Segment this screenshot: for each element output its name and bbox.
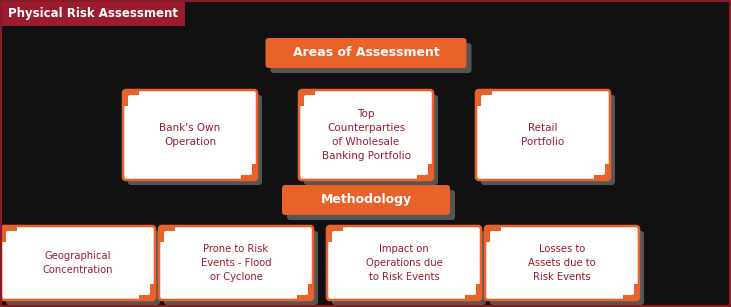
FancyBboxPatch shape xyxy=(490,231,644,305)
FancyBboxPatch shape xyxy=(299,90,315,106)
Text: Top
Counterparties
of Wholesale
Banking Portfolio: Top Counterparties of Wholesale Banking … xyxy=(322,109,411,161)
Text: Bank's Own
Operation: Bank's Own Operation xyxy=(159,123,221,147)
FancyBboxPatch shape xyxy=(332,231,486,305)
FancyBboxPatch shape xyxy=(241,164,257,180)
FancyBboxPatch shape xyxy=(164,231,318,305)
FancyBboxPatch shape xyxy=(1,226,17,242)
FancyBboxPatch shape xyxy=(304,95,438,185)
FancyBboxPatch shape xyxy=(485,226,639,300)
Text: Areas of Assessment: Areas of Assessment xyxy=(292,46,439,60)
FancyBboxPatch shape xyxy=(123,90,139,106)
FancyBboxPatch shape xyxy=(164,231,308,295)
FancyBboxPatch shape xyxy=(481,95,615,185)
FancyBboxPatch shape xyxy=(332,231,476,295)
Bar xyxy=(0,0,185,26)
FancyBboxPatch shape xyxy=(594,164,610,180)
FancyBboxPatch shape xyxy=(6,231,160,305)
FancyBboxPatch shape xyxy=(270,43,471,73)
FancyBboxPatch shape xyxy=(623,284,639,300)
FancyBboxPatch shape xyxy=(476,90,610,180)
Text: Geographical
Concentration: Geographical Concentration xyxy=(42,251,113,275)
Text: Methodology: Methodology xyxy=(320,193,412,207)
Text: Physical Risk Assessment: Physical Risk Assessment xyxy=(8,6,178,20)
FancyBboxPatch shape xyxy=(327,226,343,242)
Text: Losses to
Assets due to
Risk Events: Losses to Assets due to Risk Events xyxy=(529,244,596,282)
FancyBboxPatch shape xyxy=(282,185,450,215)
FancyBboxPatch shape xyxy=(287,190,455,220)
FancyBboxPatch shape xyxy=(1,226,155,300)
FancyBboxPatch shape xyxy=(476,90,492,106)
FancyBboxPatch shape xyxy=(465,284,481,300)
FancyBboxPatch shape xyxy=(128,95,252,175)
FancyBboxPatch shape xyxy=(139,284,155,300)
Text: Impact on
Operations due
to Risk Events: Impact on Operations due to Risk Events xyxy=(366,244,442,282)
FancyBboxPatch shape xyxy=(490,231,634,295)
FancyBboxPatch shape xyxy=(159,226,175,242)
FancyBboxPatch shape xyxy=(159,226,313,300)
Text: Prone to Risk
Events - Flood
or Cyclone: Prone to Risk Events - Flood or Cyclone xyxy=(201,244,271,282)
FancyBboxPatch shape xyxy=(304,95,428,175)
FancyBboxPatch shape xyxy=(327,226,481,300)
FancyBboxPatch shape xyxy=(265,38,466,68)
FancyBboxPatch shape xyxy=(297,284,313,300)
FancyBboxPatch shape xyxy=(417,164,433,180)
FancyBboxPatch shape xyxy=(128,95,262,185)
Text: Retail
Portfolio: Retail Portfolio xyxy=(521,123,564,147)
FancyBboxPatch shape xyxy=(481,95,605,175)
FancyBboxPatch shape xyxy=(123,90,257,180)
FancyBboxPatch shape xyxy=(6,231,150,295)
FancyBboxPatch shape xyxy=(485,226,501,242)
FancyBboxPatch shape xyxy=(299,90,433,180)
